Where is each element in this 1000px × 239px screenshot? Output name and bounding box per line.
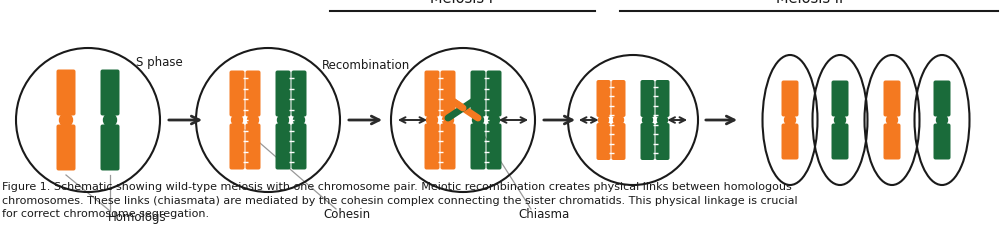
Text: Homologs: Homologs — [108, 211, 167, 223]
Circle shape — [939, 117, 945, 123]
FancyBboxPatch shape — [230, 71, 244, 116]
FancyBboxPatch shape — [884, 81, 900, 116]
FancyBboxPatch shape — [276, 124, 290, 169]
Circle shape — [614, 115, 624, 125]
Circle shape — [248, 114, 258, 125]
Circle shape — [232, 114, 242, 125]
Circle shape — [488, 114, 500, 125]
Text: Cohesin: Cohesin — [323, 208, 370, 222]
FancyBboxPatch shape — [640, 123, 654, 160]
Circle shape — [598, 115, 608, 125]
Circle shape — [834, 114, 846, 125]
FancyBboxPatch shape — [440, 71, 456, 116]
Circle shape — [106, 116, 114, 124]
FancyBboxPatch shape — [934, 81, 950, 116]
FancyBboxPatch shape — [100, 70, 120, 115]
FancyBboxPatch shape — [782, 81, 798, 116]
FancyBboxPatch shape — [246, 71, 260, 116]
Circle shape — [837, 117, 843, 123]
FancyBboxPatch shape — [884, 124, 900, 159]
Circle shape — [936, 114, 948, 125]
FancyBboxPatch shape — [424, 124, 440, 169]
Text: S phase: S phase — [136, 55, 183, 69]
Circle shape — [278, 114, 288, 125]
FancyBboxPatch shape — [424, 71, 440, 116]
Circle shape — [473, 114, 484, 125]
FancyBboxPatch shape — [56, 125, 76, 170]
Circle shape — [889, 117, 895, 123]
FancyBboxPatch shape — [486, 71, 502, 116]
FancyBboxPatch shape — [486, 124, 502, 169]
Text: Meiosis II: Meiosis II — [776, 0, 844, 6]
FancyBboxPatch shape — [596, 123, 610, 160]
FancyBboxPatch shape — [292, 71, 306, 116]
Text: Figure 1. Schematic showing wild-type meiosis with one chromosome pair. Meiotic : Figure 1. Schematic showing wild-type me… — [2, 182, 798, 219]
FancyBboxPatch shape — [246, 124, 260, 169]
FancyBboxPatch shape — [782, 124, 798, 159]
FancyBboxPatch shape — [471, 71, 486, 116]
FancyBboxPatch shape — [832, 81, 848, 116]
FancyBboxPatch shape — [440, 124, 456, 169]
Circle shape — [104, 114, 116, 126]
Circle shape — [60, 114, 72, 126]
FancyBboxPatch shape — [656, 80, 670, 117]
FancyBboxPatch shape — [292, 124, 306, 169]
FancyBboxPatch shape — [100, 125, 120, 170]
FancyBboxPatch shape — [471, 124, 486, 169]
Circle shape — [787, 117, 793, 123]
FancyBboxPatch shape — [832, 124, 848, 159]
FancyBboxPatch shape — [640, 80, 654, 117]
Circle shape — [426, 114, 438, 125]
Circle shape — [658, 115, 668, 125]
FancyBboxPatch shape — [612, 123, 626, 160]
Circle shape — [294, 114, 304, 125]
FancyBboxPatch shape — [276, 71, 290, 116]
FancyBboxPatch shape — [596, 80, 610, 117]
FancyBboxPatch shape — [656, 123, 670, 160]
Text: Meiosis I: Meiosis I — [430, 0, 494, 6]
Circle shape — [62, 116, 70, 124]
FancyBboxPatch shape — [612, 80, 626, 117]
Circle shape — [784, 114, 796, 125]
FancyBboxPatch shape — [56, 70, 76, 115]
FancyBboxPatch shape — [230, 124, 244, 169]
Circle shape — [642, 115, 652, 125]
Circle shape — [887, 114, 898, 125]
FancyBboxPatch shape — [934, 124, 950, 159]
Circle shape — [442, 114, 454, 125]
Text: Recombination: Recombination — [322, 59, 410, 71]
Text: Chiasma: Chiasma — [518, 208, 569, 222]
